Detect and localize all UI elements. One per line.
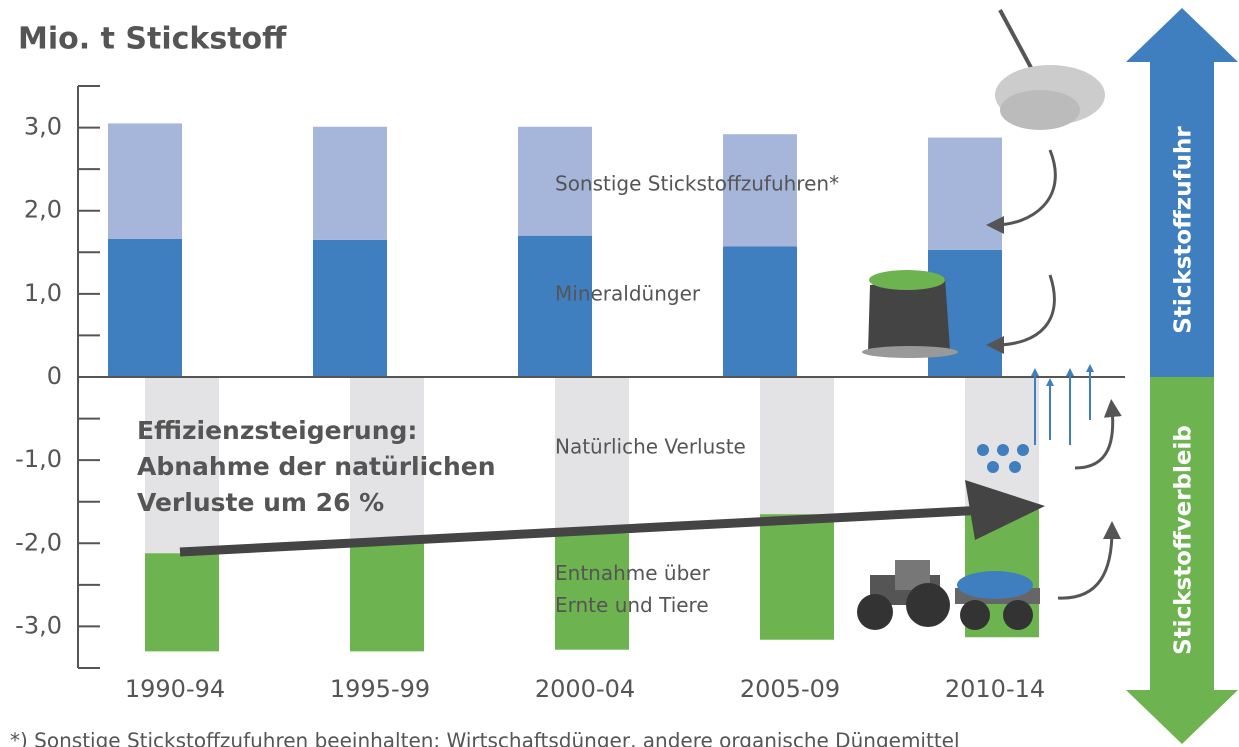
bar-segment xyxy=(145,553,219,652)
bar-segment xyxy=(313,239,387,377)
series-label: Sonstige Stickstoffzufuhren* xyxy=(555,172,839,196)
series-label: Natürliche Verluste xyxy=(555,435,746,459)
x-tick-label: 1990-94 xyxy=(125,675,225,703)
bar-segment xyxy=(723,246,797,377)
bar-segment xyxy=(518,126,592,236)
y-tick-label: -3,0 xyxy=(15,611,62,639)
bar-segment xyxy=(555,533,629,650)
series-label-line: Entnahme über xyxy=(555,561,711,585)
retention-arrow xyxy=(1126,377,1238,744)
x-tick-label: 2010-14 xyxy=(945,675,1045,703)
evaporation-icon xyxy=(977,364,1094,473)
bar-segment xyxy=(760,377,834,515)
x-tick-label: 2000-04 xyxy=(535,675,635,703)
bar-segment xyxy=(108,123,182,239)
icon-arrow xyxy=(986,149,1057,234)
bar-segment xyxy=(555,377,629,534)
supply-arrow xyxy=(1126,8,1238,377)
bar-segment xyxy=(350,377,424,544)
bar-segment xyxy=(723,134,797,247)
y-tick-label: 3,0 xyxy=(24,113,62,141)
y-tick-label: 0 xyxy=(47,362,62,390)
bar-segment xyxy=(108,238,182,377)
series-label: Mineraldünger xyxy=(555,282,701,306)
x-tick-label: 1995-99 xyxy=(330,675,430,703)
footnote: *) Sonstige Stickstoffzufuhren beeinhalt… xyxy=(10,729,960,747)
icon-arrow xyxy=(1057,521,1121,600)
annotation: Abnahme der natürlichen xyxy=(137,452,496,481)
chart-title: Mio. t Stickstoff xyxy=(18,22,287,57)
x-tick-label: 2005-09 xyxy=(740,675,840,703)
annotation: Verluste um 26 % xyxy=(137,488,384,517)
icon-arrow xyxy=(986,274,1056,354)
series-label: Entnahme über Ernte und Tiere xyxy=(555,561,711,617)
arrow-label: Stickstoffverbleib xyxy=(1171,425,1197,655)
series-label-line: Ernte und Tiere xyxy=(555,593,709,617)
trend-arrow-head xyxy=(965,480,1045,540)
bar-segment xyxy=(760,514,834,640)
icon-arrow xyxy=(1074,399,1122,470)
bar-segment xyxy=(518,235,592,377)
straw-icon xyxy=(995,9,1105,130)
y-tick-label: 1,0 xyxy=(24,279,62,307)
bar-segment xyxy=(313,126,387,240)
trend-arrow xyxy=(179,505,986,557)
fertilizer-bag-icon xyxy=(862,270,958,358)
bar-segment xyxy=(928,137,1002,250)
bar-segment xyxy=(350,543,424,652)
arrow-label: Stickstoffzufuhr xyxy=(1171,126,1197,334)
bar-segment xyxy=(145,377,219,554)
y-tick-label: 2,0 xyxy=(24,196,62,224)
y-tick-label: -1,0 xyxy=(15,445,62,473)
annotation: Effizienzsteigerung: xyxy=(137,416,417,445)
y-tick-label: -2,0 xyxy=(15,528,62,556)
tractor-icon xyxy=(857,560,1040,630)
